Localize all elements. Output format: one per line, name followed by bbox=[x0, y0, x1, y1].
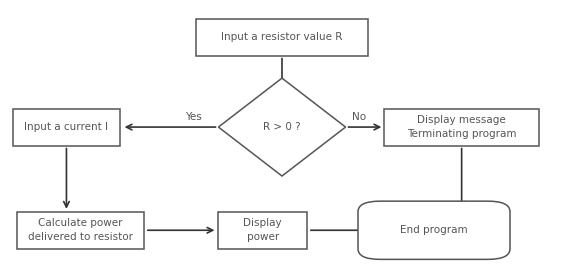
FancyBboxPatch shape bbox=[196, 19, 368, 56]
Text: Display
power: Display power bbox=[243, 218, 282, 242]
Text: Display message
Terminating program: Display message Terminating program bbox=[407, 115, 517, 139]
Text: Calculate power
delivered to resistor: Calculate power delivered to resistor bbox=[28, 218, 133, 242]
FancyBboxPatch shape bbox=[358, 201, 510, 259]
FancyBboxPatch shape bbox=[384, 109, 539, 146]
FancyBboxPatch shape bbox=[17, 212, 144, 249]
FancyBboxPatch shape bbox=[218, 212, 307, 249]
FancyBboxPatch shape bbox=[12, 109, 120, 146]
Text: R > 0 ?: R > 0 ? bbox=[263, 122, 301, 132]
Text: Input a current I: Input a current I bbox=[24, 122, 108, 132]
Text: Yes: Yes bbox=[185, 112, 202, 122]
Polygon shape bbox=[218, 78, 346, 176]
Text: Input a resistor value R: Input a resistor value R bbox=[221, 32, 343, 42]
Text: No: No bbox=[352, 112, 367, 122]
Text: End program: End program bbox=[400, 225, 468, 235]
